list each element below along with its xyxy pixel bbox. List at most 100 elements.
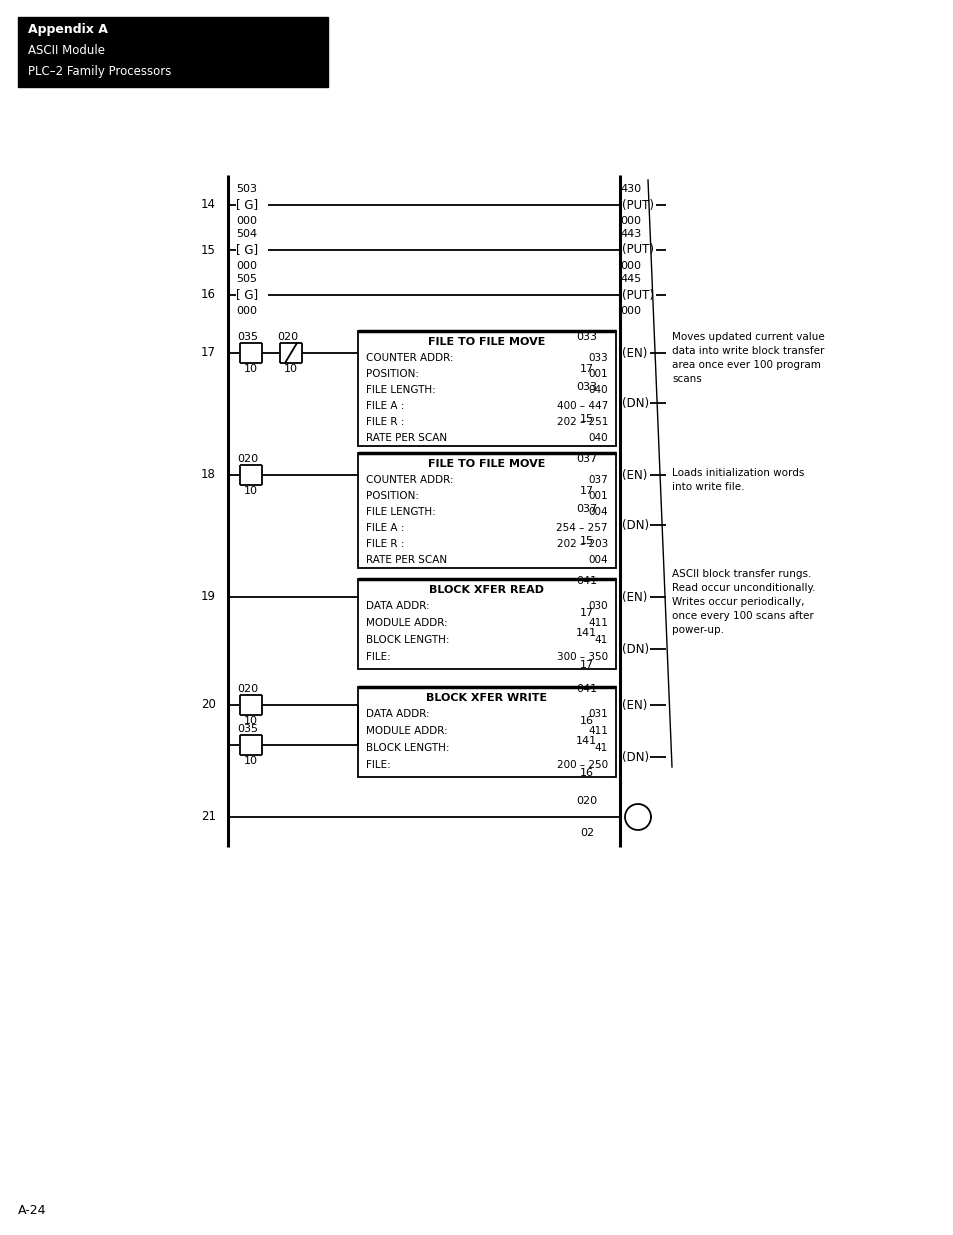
Text: 16: 16: [579, 768, 594, 778]
Text: (PUT): (PUT): [621, 243, 654, 257]
Text: 202 – 203: 202 – 203: [557, 538, 607, 550]
Bar: [357, 687, 616, 777]
Text: 033: 033: [576, 382, 597, 391]
Text: FILE A :: FILE A :: [366, 522, 404, 534]
Text: 15: 15: [579, 536, 594, 546]
Text: ASCII Module: ASCII Module: [28, 43, 105, 57]
Text: 16: 16: [579, 716, 594, 726]
Text: 001: 001: [588, 369, 607, 379]
Text: 200 – 250: 200 – 250: [557, 760, 607, 769]
Text: (EN): (EN): [621, 468, 647, 482]
Text: Appendix A: Appendix A: [28, 23, 108, 37]
Text: (PUT): (PUT): [621, 289, 654, 301]
Text: (DN): (DN): [621, 642, 648, 656]
Text: 033: 033: [588, 353, 607, 363]
Text: 17: 17: [579, 487, 594, 496]
Text: (EN): (EN): [621, 590, 647, 604]
Text: 300 – 350: 300 – 350: [557, 652, 607, 662]
Bar: [357, 453, 616, 568]
Text: FILE TO FILE MOVE: FILE TO FILE MOVE: [428, 337, 545, 347]
Text: 004: 004: [588, 508, 607, 517]
Text: 000: 000: [619, 306, 640, 316]
Text: MODULE ADDR:: MODULE ADDR:: [366, 618, 447, 629]
Text: 16: 16: [201, 289, 215, 301]
Text: 411: 411: [587, 618, 607, 629]
Text: (EN): (EN): [621, 347, 647, 359]
Text: (EN): (EN): [621, 699, 647, 711]
Text: 400 – 447: 400 – 447: [557, 401, 607, 411]
Text: 17: 17: [579, 659, 594, 671]
Text: 141: 141: [576, 736, 597, 746]
Text: MODULE ADDR:: MODULE ADDR:: [366, 726, 447, 736]
Text: 000: 000: [619, 261, 640, 270]
Text: 000: 000: [235, 261, 256, 270]
Text: (PUT): (PUT): [621, 199, 654, 211]
Text: 17: 17: [201, 347, 215, 359]
Text: RATE PER SCAN: RATE PER SCAN: [366, 555, 447, 564]
Text: 430: 430: [619, 184, 640, 194]
Text: BLOCK XFER WRITE: BLOCK XFER WRITE: [426, 693, 547, 703]
Text: 035: 035: [236, 724, 257, 734]
Text: 503: 503: [235, 184, 256, 194]
Text: ASCII block transfer rungs.
Read occur unconditionally.
Writes occur periodicall: ASCII block transfer rungs. Read occur u…: [671, 569, 815, 635]
Text: 21: 21: [201, 810, 215, 824]
Text: 505: 505: [235, 274, 256, 284]
Text: DATA ADDR:: DATA ADDR:: [366, 601, 429, 611]
Text: COUNTER ADDR:: COUNTER ADDR:: [366, 475, 453, 485]
Text: COUNTER ADDR:: COUNTER ADDR:: [366, 353, 453, 363]
Text: 15: 15: [579, 414, 594, 424]
Text: 18: 18: [201, 468, 215, 482]
Text: 001: 001: [588, 492, 607, 501]
Text: FILE TO FILE MOVE: FILE TO FILE MOVE: [428, 459, 545, 469]
Text: (DN): (DN): [621, 519, 648, 531]
Text: 000: 000: [235, 306, 256, 316]
Text: 15: 15: [201, 243, 215, 257]
Text: POSITION:: POSITION:: [366, 492, 418, 501]
Text: 020: 020: [236, 684, 258, 694]
Text: 202 – 251: 202 – 251: [556, 417, 607, 427]
Text: 020: 020: [276, 332, 297, 342]
Text: 020: 020: [576, 797, 597, 806]
Text: 17: 17: [579, 364, 594, 374]
Text: 445: 445: [619, 274, 640, 284]
Text: FILE LENGTH:: FILE LENGTH:: [366, 385, 436, 395]
Text: 504: 504: [235, 228, 257, 240]
Text: 000: 000: [619, 216, 640, 226]
Text: 10: 10: [244, 364, 257, 374]
Text: A-24: A-24: [18, 1203, 47, 1216]
Text: FILE:: FILE:: [366, 652, 391, 662]
Text: 037: 037: [576, 454, 597, 464]
Text: FILE:: FILE:: [366, 760, 391, 769]
Text: 41: 41: [594, 635, 607, 645]
Text: PLC–2 Family Processors: PLC–2 Family Processors: [28, 65, 172, 79]
Text: 20: 20: [201, 699, 215, 711]
Text: 02: 02: [579, 827, 594, 839]
Text: 041: 041: [576, 576, 597, 585]
Text: DATA ADDR:: DATA ADDR:: [366, 709, 429, 719]
Text: BLOCK LENGTH:: BLOCK LENGTH:: [366, 743, 449, 753]
Text: 033: 033: [576, 332, 597, 342]
Text: 037: 037: [576, 504, 597, 514]
Text: (DN): (DN): [621, 751, 648, 763]
Bar: [357, 331, 616, 446]
Text: 10: 10: [244, 756, 257, 766]
Text: 41: 41: [594, 743, 607, 753]
Text: FILE LENGTH:: FILE LENGTH:: [366, 508, 436, 517]
Bar: [18, 17, 328, 86]
Text: 10: 10: [244, 487, 257, 496]
Text: (DN): (DN): [621, 396, 648, 410]
Text: BLOCK LENGTH:: BLOCK LENGTH:: [366, 635, 449, 645]
Text: 020: 020: [236, 454, 258, 464]
Text: POSITION:: POSITION:: [366, 369, 418, 379]
Text: Loads initialization words
into write file.: Loads initialization words into write fi…: [671, 468, 803, 492]
Text: BLOCK XFER READ: BLOCK XFER READ: [429, 585, 544, 595]
Text: 141: 141: [576, 629, 597, 638]
Text: 10: 10: [244, 716, 257, 726]
Text: [ G]: [ G]: [235, 289, 258, 301]
Text: 17: 17: [579, 608, 594, 618]
Text: 040: 040: [588, 433, 607, 443]
Text: 031: 031: [588, 709, 607, 719]
Text: 14: 14: [201, 199, 215, 211]
Text: Moves updated current value
data into write block transfer
area once ever 100 pr: Moves updated current value data into wr…: [671, 332, 824, 384]
Text: [ G]: [ G]: [235, 199, 258, 211]
